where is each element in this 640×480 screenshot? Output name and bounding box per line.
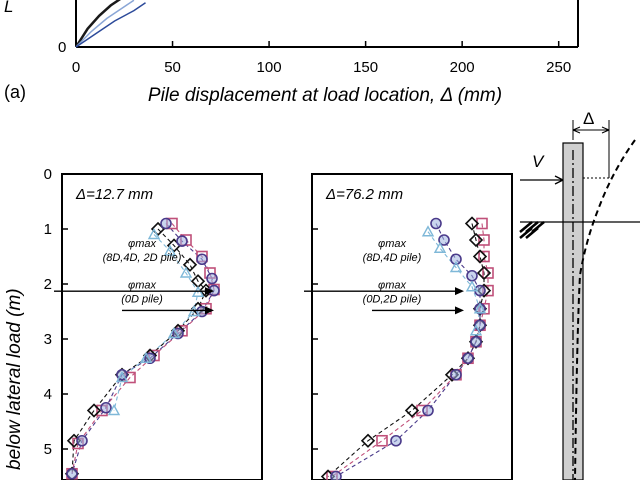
data-point-square [482, 267, 494, 279]
panel-b-left-annotations: φmax (8D,4D, 2D pile) φmax (0D pile) [54, 238, 214, 315]
panel-a-x-tick-label: 50 [164, 59, 181, 76]
data-point-triangle [433, 241, 447, 253]
panel-b-left-y-tick-label: 3 [44, 331, 52, 348]
delta-dimension-arrow-icon [572, 126, 610, 134]
data-point-circle [470, 335, 482, 348]
data-point-triangle [147, 228, 161, 240]
data-point-circle [450, 368, 462, 381]
panel-b-left-y-tick-label: 0 [44, 166, 52, 183]
pile-shaft [562, 142, 584, 480]
data-point-triangle [469, 324, 483, 336]
delta-label: Δ [583, 109, 594, 128]
panel-b-right-annotations: φmax (8D,4D pile) φmax (0D,2D pile) [304, 238, 464, 315]
data-point-diamond [468, 232, 484, 248]
series-line-circle [71, 223, 215, 474]
load-label: V [532, 152, 545, 171]
panel-a-x-tick-label: 100 [257, 59, 282, 76]
data-point-circle [176, 235, 188, 247]
panel-a-label: (a) [4, 82, 26, 102]
panel-a-ylabel-fragment: L [4, 0, 13, 16]
data-point-circle [430, 217, 442, 230]
panel-a-x-tick-label: 150 [353, 59, 378, 76]
data-point-triangle [179, 266, 193, 278]
data-point-circle [450, 253, 462, 266]
annotation-phi-max: φmax [378, 279, 406, 291]
panel-a-x-ticks: 0 50 100 150 200 250 [72, 41, 571, 76]
data-point-triangle [139, 351, 153, 363]
panel-a-x-tick-label: 200 [450, 59, 475, 76]
data-point-circle [66, 467, 78, 480]
data-point-diamond [360, 433, 376, 448]
annotation-phi-max: φmax [378, 238, 406, 250]
data-point-square [376, 434, 388, 447]
panel-a: 0 50 100 150 200 250 0 L (a) Pile displacemen… [4, 0, 579, 106]
panel-a-y-tick-0: 0 [58, 39, 66, 56]
data-point-circle [438, 234, 450, 246]
annotation-arrowhead-icon [205, 306, 214, 315]
data-point-triangle [163, 244, 177, 256]
data-point-circle [100, 401, 112, 414]
data-point-circle [76, 434, 88, 447]
panel-b-left-y-tick-label: 5 [44, 441, 52, 458]
data-point-circle [206, 272, 218, 285]
data-point-triangle [473, 302, 487, 314]
data-point-circle [160, 217, 172, 230]
data-point-square [478, 234, 490, 246]
data-point-triangle [421, 225, 435, 237]
data-point-triangle [465, 280, 479, 292]
data-point-circle [422, 404, 434, 417]
annotation-phi-max: φmax [128, 238, 156, 250]
panel-b-right-frame [311, 173, 513, 480]
panel-a-series [74, 0, 146, 48]
panel-a-x-tick-label: 0 [72, 59, 80, 76]
data-point-circle [466, 269, 478, 282]
panel-b-left-y-tick-label: 4 [44, 386, 52, 403]
panel-b-left-title: Δ=12.7 mm [75, 186, 153, 203]
data-point-circle [390, 434, 402, 447]
panel-b-left-y-ticks: 0 1 2 3 4 5 [44, 166, 318, 458]
annotation-piles: (8D,4D, 2D pile) [103, 252, 182, 264]
panel-a-series-line [74, 0, 122, 48]
panel-a-xlabel: Pile displacement at load location, Δ (m… [148, 85, 502, 106]
data-point-triangle [167, 327, 181, 339]
data-point-diamond [464, 216, 480, 231]
panel-a-series-line [75, 0, 135, 48]
panel-b-left-frame [61, 173, 263, 480]
data-point-diamond [86, 403, 102, 418]
data-point-triangle [449, 261, 463, 273]
annotation-arrowhead-icon [205, 287, 214, 296]
panel-b-left-y-tick-label: 1 [44, 221, 52, 238]
data-point-circle [330, 470, 342, 480]
annotation-arrowhead-icon [455, 287, 464, 296]
load-arrow-icon [545, 175, 564, 185]
data-point-diamond [476, 265, 492, 281]
ground-hatch-icon [519, 221, 545, 239]
data-point-square [478, 250, 490, 263]
annotation-piles: (0D,2D pile) [363, 293, 422, 305]
data-point-circle [196, 253, 208, 266]
panel-b-ylabel: below lateral load (m) [4, 288, 25, 470]
data-point-diamond [404, 403, 420, 418]
panel-b-left-y-tick-label: 2 [44, 276, 52, 293]
annotation-piles: (8D,4D pile) [363, 252, 422, 264]
panel-b-right-title: Δ=76.2 mm [325, 186, 403, 203]
annotation-phi-max: φmax [128, 279, 156, 291]
data-point-circle [462, 352, 474, 365]
panel-b-right: Δ=76.2 mm φmax (8D,4D pile) φmax (0D,2D pil… [304, 173, 513, 480]
annotation-piles: (0D pile) [121, 293, 163, 305]
panel-a-series-line [75, 2, 146, 48]
data-point-triangle [115, 371, 129, 383]
data-point-triangle [107, 404, 121, 416]
panel-b-right-points [320, 216, 494, 480]
panel-a-x-tick-label: 250 [546, 59, 571, 76]
pile-diagram: V Δ [519, 109, 640, 480]
data-point-diamond [472, 249, 488, 264]
deflected-shape [574, 139, 636, 480]
annotation-arrowhead-icon [455, 306, 464, 315]
data-point-diamond [182, 257, 198, 272]
